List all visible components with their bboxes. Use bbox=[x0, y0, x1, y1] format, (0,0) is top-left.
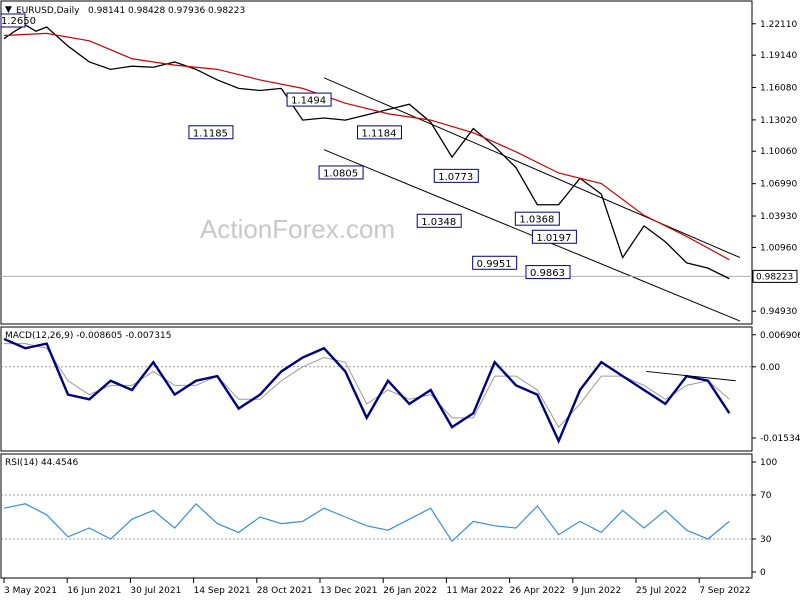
price-tick-label: 1.00960 bbox=[760, 243, 797, 253]
level-label-box bbox=[188, 125, 234, 140]
last-price-box bbox=[752, 269, 798, 283]
level-label-box bbox=[433, 168, 479, 183]
rsi-tick-label: 30 bbox=[760, 535, 772, 545]
macd-signal-line bbox=[4, 343, 730, 428]
date-tick-label: 16 Jun 2021 bbox=[67, 586, 121, 596]
date-tick-label: 3 May 2021 bbox=[4, 586, 57, 596]
level-label: 1.0368 bbox=[519, 215, 554, 226]
level-label: 1.0197 bbox=[536, 233, 571, 244]
price-layer bbox=[1, 24, 752, 322]
date-tick-label: 13 Dec 2021 bbox=[320, 586, 378, 596]
date-tick-label: 25 Jul 2022 bbox=[636, 586, 687, 596]
level-label: 1.0348 bbox=[421, 217, 456, 228]
price-tick-label: 1.10060 bbox=[760, 147, 797, 157]
rsi-tick-label: 100 bbox=[760, 458, 777, 468]
macd-tick-label: -0.015348 bbox=[760, 434, 800, 444]
level-label-box bbox=[531, 229, 577, 244]
rsi-line bbox=[3, 502, 730, 543]
level-label-box bbox=[0, 13, 26, 28]
date-tick-label: 11 Mar 2022 bbox=[446, 586, 503, 596]
date-tick-label: 9 Jun 2022 bbox=[573, 586, 621, 596]
ohlc-high: 0.98428 bbox=[128, 6, 165, 16]
price-tick-label: 1.16080 bbox=[760, 84, 797, 94]
date-tick-label: 26 Apr 2022 bbox=[510, 586, 566, 596]
macd-layer bbox=[1, 337, 752, 445]
level-label-box bbox=[416, 213, 462, 228]
level-label: 1.1185 bbox=[193, 128, 228, 139]
macd-divergence-line bbox=[646, 370, 736, 382]
price-annotations: 1.1494 1.1185 1.1184 1.0805 1.0773 1.0348 1.03… bbox=[0, 13, 577, 280]
price-title-icon: ▼ bbox=[5, 5, 12, 15]
date-tick-label: 14 Sep 2021 bbox=[194, 586, 251, 596]
macd-line bbox=[3, 337, 731, 445]
price-panel-frame bbox=[0, 0, 753, 325]
moving-average-line bbox=[3, 32, 730, 261]
price-tick-label: 0.94930 bbox=[760, 307, 797, 317]
last-price-label: 0.98223 bbox=[756, 272, 793, 282]
date-axis: 3 May 2021 16 Jun 2021 30 Jul 2021 14 Sep 2… bbox=[3, 578, 751, 596]
level-label-box bbox=[525, 265, 571, 280]
macd-tick-label: 0.006906 bbox=[760, 331, 800, 341]
macd-panel-frame bbox=[0, 326, 753, 452]
price-tick-label: 1.03930 bbox=[760, 212, 797, 222]
price-tick-label: 1.13020 bbox=[760, 116, 797, 126]
level-label: 1.1184 bbox=[361, 128, 396, 139]
macd-axis: 0.006906 0.00 -0.015348 bbox=[752, 331, 800, 444]
macd-title: MACD(12,26,9) -0.008605 -0.007315 bbox=[5, 331, 171, 341]
watermark: ActionForex.com bbox=[200, 214, 395, 244]
level-label-box bbox=[318, 165, 364, 180]
rsi-tick-label: 70 bbox=[760, 491, 772, 501]
level-label-box bbox=[514, 211, 560, 226]
level-label: 1.1494 bbox=[291, 96, 326, 107]
ohlc-low: 0.97936 bbox=[168, 6, 205, 16]
date-tick-label: 30 Jul 2021 bbox=[130, 586, 181, 596]
price-series-line bbox=[3, 24, 730, 280]
level-label: 1.0773 bbox=[438, 172, 473, 183]
date-tick-label: 28 Oct 2021 bbox=[257, 586, 313, 596]
level-label-box bbox=[286, 92, 332, 107]
level-label: 0.9951 bbox=[477, 259, 512, 270]
rsi-layer bbox=[1, 494, 752, 543]
price-axis: 1.22110 1.19140 1.16080 1.13020 1.10060 1.069… bbox=[752, 20, 798, 317]
price-tick-label: 1.22110 bbox=[760, 20, 797, 30]
price-tick-label: 1.19140 bbox=[760, 51, 797, 61]
rsi-title: RSI(14) 44.4546 bbox=[5, 458, 78, 468]
level-label-box bbox=[472, 255, 518, 270]
level-label-box bbox=[356, 125, 402, 140]
level-label-partial: 1.2650 bbox=[1, 16, 36, 27]
ohlc-open: 0.98141 bbox=[88, 6, 125, 16]
price-title: EURUSD,Daily bbox=[16, 6, 80, 16]
level-label: 1.0805 bbox=[323, 168, 358, 179]
date-tick-label: 7 Sep 2022 bbox=[699, 586, 750, 596]
rsi-tick-label: 0 bbox=[760, 568, 766, 578]
ohlc-close: 0.98223 bbox=[208, 6, 245, 16]
level-label: 0.9863 bbox=[530, 268, 565, 279]
price-tick-label: 1.06990 bbox=[760, 180, 797, 190]
rsi-axis: 100 70 30 0 bbox=[752, 458, 777, 578]
rsi-panel-frame bbox=[0, 453, 753, 579]
date-tick-label: 26 Jan 2022 bbox=[383, 586, 437, 596]
macd-tick-label: 0.00 bbox=[760, 363, 780, 373]
